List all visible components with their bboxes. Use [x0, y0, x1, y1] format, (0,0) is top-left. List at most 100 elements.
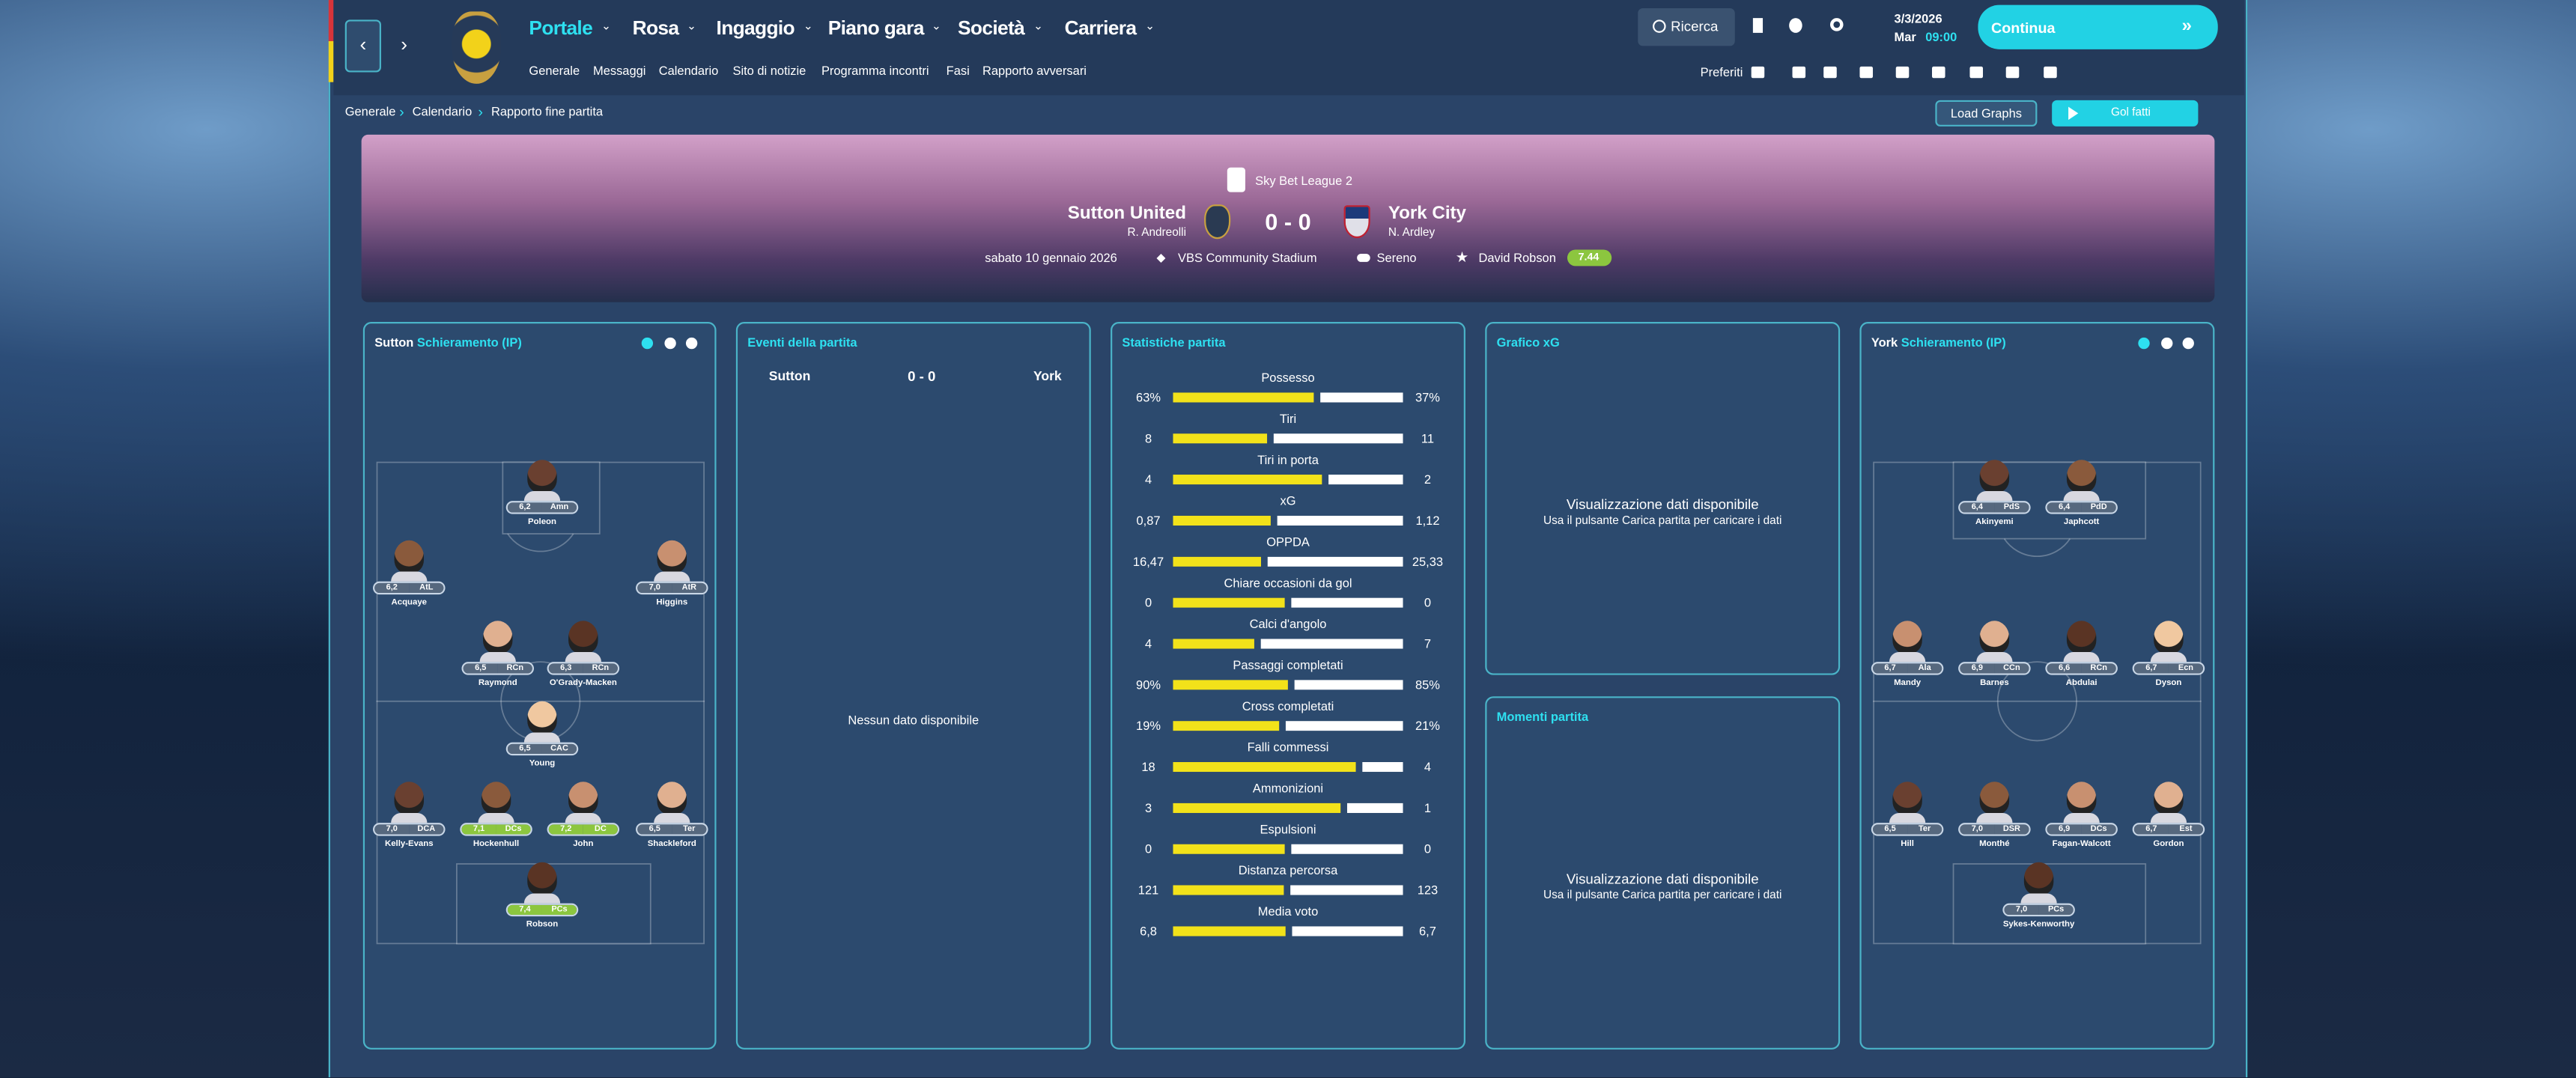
player-shirt [478, 812, 514, 823]
toolbar-icon[interactable] [1969, 66, 1984, 79]
continue-icon: » [2181, 16, 2192, 37]
player-rating-pill: 6,3 RCn [547, 662, 620, 675]
page-dot[interactable] [641, 337, 654, 350]
breadcrumb-sep: › [399, 103, 404, 121]
page-dot[interactable] [2138, 337, 2150, 350]
stat-bar [1173, 844, 1403, 854]
page-dot[interactable] [2182, 337, 2194, 350]
stat-home: 0 [1144, 841, 1152, 857]
stat-home: 63% [1136, 390, 1161, 405]
pitch-outline [1873, 461, 2202, 945]
player-rating: 6,7 [2133, 824, 2169, 835]
page-dot[interactable] [685, 337, 698, 350]
stat-name: Calci d'angolo [1249, 616, 1327, 632]
submenu-item[interactable]: Programma incontri [821, 63, 929, 79]
toolbar-icon[interactable] [1751, 66, 1765, 79]
player-rating-pill: 6,5 Ter [1871, 823, 1944, 836]
player-rating-pill: 6,5 RCn [461, 662, 535, 675]
player-face [1979, 621, 2010, 654]
toolbar-icon[interactable] [2005, 66, 2020, 79]
menu-item[interactable]: Carriera [1064, 16, 1137, 40]
player-rating-pill: 6,4 PdS [1958, 501, 2031, 514]
stat-bar [1173, 392, 1403, 403]
toolbar-icon[interactable] [2044, 66, 2057, 79]
player-name: Akinyemi [1975, 517, 2014, 528]
breadcrumb-item[interactable]: Rapporto fine partita [490, 104, 604, 120]
submenu-item[interactable]: Fasi [946, 63, 970, 79]
menu-item[interactable]: Ingaggio [716, 16, 795, 40]
stat-away: 1,12 [1415, 513, 1440, 529]
icon-bookmark[interactable] [1752, 18, 1764, 33]
away-manager: N. Ardley [1388, 227, 1436, 240]
stat-bar-away [1260, 639, 1403, 649]
submenu-item[interactable]: Sito di notizie [732, 63, 806, 79]
search-icon [1653, 19, 1666, 33]
player-face [527, 701, 557, 734]
penalty-box [1952, 863, 2147, 945]
stat-bar-home [1173, 926, 1286, 937]
stat-bar [1173, 885, 1403, 895]
toolbar-icon[interactable] [1895, 66, 1910, 79]
player-position: RCn [583, 663, 618, 674]
player-rating: 7,0 [2004, 904, 2039, 915]
breadcrumb-item[interactable]: Generale [344, 104, 396, 120]
player-rating: 7,2 [548, 824, 583, 835]
icon-settings[interactable] [1829, 18, 1844, 31]
favorites[interactable]: Preferiti [1700, 64, 1743, 80]
player-shirt [479, 651, 516, 663]
toolbar-icon[interactable] [1792, 66, 1806, 79]
stat-bar-home [1173, 433, 1268, 444]
submenu-item[interactable]: Calendario [658, 63, 719, 79]
player-rating: 6,5 [637, 824, 672, 835]
menu-item[interactable]: Piano gara [827, 16, 925, 40]
icon-bulb[interactable] [1789, 18, 1802, 33]
submenu-item[interactable]: Rapporto avversari [982, 63, 1087, 79]
submenu-item[interactable]: Generale [529, 63, 580, 79]
player-rating-pill: 6,6 RCn [2045, 662, 2118, 675]
back-button[interactable]: ‹ [344, 19, 381, 73]
player-name: Hockenhull [473, 839, 520, 850]
player-shirt [523, 893, 561, 904]
stat-bar-away [1328, 475, 1403, 485]
player-rating-pill: 7,0 PCs [2002, 903, 2075, 917]
player-shirt [2150, 812, 2187, 823]
stat-bar-home [1173, 761, 1356, 773]
toolbar-icon[interactable] [1932, 66, 1945, 79]
competition: Sky Bet League 2 [1255, 173, 1353, 189]
toolbar-icon[interactable] [1823, 66, 1837, 79]
player-rating: 7,0 [374, 824, 410, 835]
player-name: Higgins [656, 597, 688, 608]
player-rating: 6,7 [1873, 663, 1908, 674]
stat-away: 25,33 [1412, 554, 1444, 570]
forward-button[interactable]: › [401, 32, 408, 56]
stat-bar [1173, 761, 1403, 773]
stat-name: xG [1280, 493, 1296, 509]
load-graphs-button[interactable] [1935, 100, 2038, 127]
player-position: DSR [1994, 824, 2029, 835]
menu-caret: ⌄ [1145, 21, 1155, 33]
continue-button[interactable] [1978, 4, 2218, 49]
toolbar-icon[interactable] [1859, 66, 1874, 79]
menu-item[interactable]: Portale [529, 16, 593, 40]
player-name: Abdulai [2065, 678, 2097, 689]
menu-item[interactable]: Rosa [632, 16, 679, 40]
stadium-icon: ◆ [1156, 252, 1166, 265]
stat-away: 4 [1424, 759, 1432, 775]
player-name: Young [529, 758, 556, 769]
center-circle [1996, 661, 2077, 742]
submenu-item[interactable]: Messaggi [592, 63, 646, 79]
menu-item[interactable]: Società [958, 16, 1025, 40]
stat-bar [1173, 639, 1403, 649]
player-position: CAC [541, 743, 577, 754]
breadcrumb-item[interactable]: Calendario [412, 104, 473, 120]
player-position: Est [2168, 824, 2203, 835]
box-arc [2003, 538, 2071, 558]
player-rating: 6,5 [463, 663, 498, 674]
stat-bar [1173, 926, 1403, 937]
stat-bar-home [1173, 844, 1285, 854]
page-dot[interactable] [664, 337, 676, 350]
page-dot[interactable] [2161, 337, 2173, 350]
lineup-team: York [1871, 335, 1898, 350]
player-rating: 6,3 [548, 663, 583, 674]
